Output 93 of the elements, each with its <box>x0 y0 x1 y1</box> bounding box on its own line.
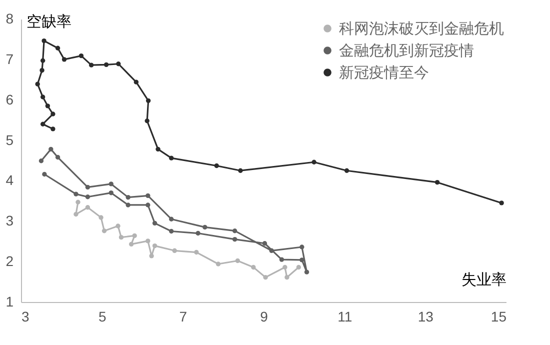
point <box>304 270 310 274</box>
point <box>263 275 268 280</box>
point <box>169 156 174 160</box>
point <box>238 168 243 173</box>
point <box>169 228 174 234</box>
legend-label: 新冠疫情至今 <box>339 64 429 82</box>
y-tick-label: 3 <box>6 212 14 229</box>
point <box>104 62 109 68</box>
legend-label: 科网泡沫破灭到金融危机 <box>339 20 504 38</box>
point <box>216 262 221 266</box>
point <box>40 58 46 63</box>
point <box>40 122 46 126</box>
point <box>132 233 137 238</box>
point <box>262 241 268 246</box>
point <box>149 254 154 258</box>
point <box>42 38 46 44</box>
point <box>134 80 139 84</box>
point <box>55 154 60 160</box>
y-tick-label: 2 <box>6 253 14 270</box>
point <box>499 200 504 206</box>
point <box>146 202 150 208</box>
point <box>76 200 80 204</box>
x-tick-label: 13 <box>418 308 434 324</box>
x-tick-label: 9 <box>260 308 268 324</box>
point <box>312 160 316 164</box>
point <box>85 205 90 210</box>
point <box>434 180 440 185</box>
y-tick-label: 1 <box>6 294 14 310</box>
point <box>85 184 90 190</box>
point <box>279 257 284 262</box>
point <box>344 168 350 173</box>
point <box>152 220 158 226</box>
point <box>55 46 60 50</box>
point <box>128 242 134 247</box>
point <box>126 202 130 208</box>
point <box>88 62 94 68</box>
point <box>202 224 208 230</box>
y-axis-title: 空缺率 <box>26 14 72 30</box>
point <box>196 230 200 236</box>
point <box>85 194 90 200</box>
point <box>48 146 54 152</box>
point <box>146 238 150 244</box>
point <box>284 275 290 280</box>
y-tick-label: 7 <box>6 50 14 67</box>
point <box>78 53 84 58</box>
point <box>156 146 160 152</box>
legend-label: 金融危机到新冠疫情 <box>339 42 474 60</box>
point <box>118 234 124 240</box>
point <box>62 57 67 62</box>
point <box>116 62 121 66</box>
point <box>108 182 114 186</box>
point <box>116 224 120 228</box>
point <box>35 82 40 86</box>
x-tick-label: 15 <box>490 308 507 324</box>
point <box>172 248 177 253</box>
point <box>40 68 44 73</box>
point <box>74 212 78 217</box>
point <box>169 216 174 222</box>
point <box>282 264 288 270</box>
x-tick-label: 7 <box>179 308 188 324</box>
point <box>235 258 240 264</box>
point <box>45 104 50 108</box>
point <box>40 94 46 100</box>
point <box>269 248 274 253</box>
point <box>146 98 151 104</box>
y-tick-label: 6 <box>6 91 14 108</box>
point <box>50 126 56 132</box>
point <box>194 250 199 255</box>
point <box>214 163 219 168</box>
point <box>144 118 150 124</box>
y-tick-label: 8 <box>6 10 14 26</box>
x-tick-label: 11 <box>338 308 352 324</box>
x-axis-title: 失业率 <box>462 272 506 288</box>
point <box>296 264 302 270</box>
point <box>232 236 238 242</box>
point <box>102 228 107 234</box>
y-tick-label: 4 <box>6 172 14 188</box>
point <box>50 112 56 116</box>
point <box>300 258 304 262</box>
x-tick-label: 5 <box>98 308 106 324</box>
point <box>251 264 256 270</box>
point <box>232 228 238 234</box>
point <box>42 172 47 177</box>
x-tick-label: 3 <box>22 308 30 324</box>
point <box>300 244 304 250</box>
point <box>38 158 44 164</box>
point <box>152 243 158 248</box>
point <box>126 194 130 200</box>
y-tick-label: 5 <box>6 132 14 148</box>
point <box>74 192 78 196</box>
point <box>98 215 104 220</box>
point <box>146 193 150 198</box>
point <box>108 190 114 196</box>
